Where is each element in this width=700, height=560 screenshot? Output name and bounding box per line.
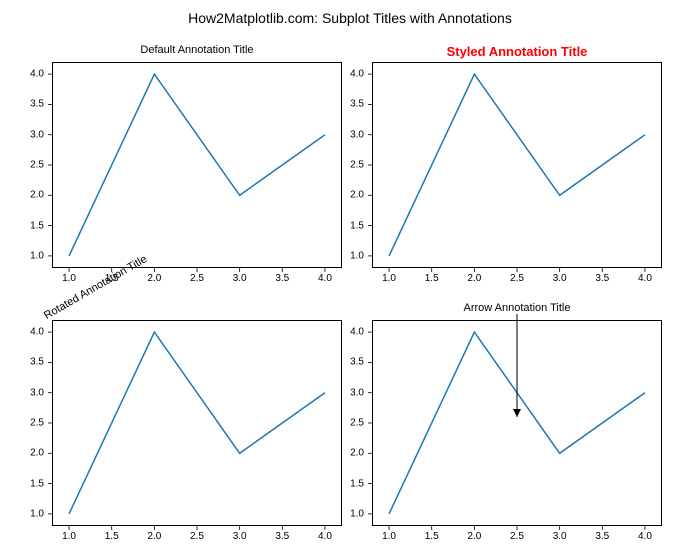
xtick-label: 2.5 [190, 531, 204, 542]
xtick-label: 2.0 [147, 531, 161, 542]
ytick-label: 3.5 [350, 99, 364, 110]
ytick-label: 2.5 [30, 418, 44, 429]
subplot-title-arrow: Arrow Annotation Title [372, 302, 662, 314]
ytick-label: 3.5 [30, 357, 44, 368]
ytick-label: 4.0 [350, 327, 364, 338]
ytick-label: 3.0 [350, 129, 364, 140]
subplot-top-right: Styled Annotation Title 1.01.52.02.53.03… [372, 62, 662, 268]
xtick-label: 3.5 [595, 531, 609, 542]
xtick-label: 4.0 [638, 273, 652, 284]
xtick-label: 3.0 [233, 531, 247, 542]
subplot-top-left: Default Annotation Title 1.01.52.02.53.0… [52, 62, 342, 268]
xtick-label: 2.0 [147, 273, 161, 284]
subplot-bottom-left: Rotated Annotation Title 1.01.52.02.53.0… [52, 320, 342, 526]
xtick-label: 2.5 [510, 531, 524, 542]
figure-suptitle: How2Matplotlib.com: Subplot Titles with … [0, 10, 700, 26]
xtick-label: 2.5 [510, 273, 524, 284]
ytick-label: 4.0 [30, 69, 44, 80]
ytick-label: 1.5 [30, 220, 44, 231]
xtick-label: 1.0 [62, 273, 76, 284]
xtick-label: 4.0 [638, 531, 652, 542]
ytick-label: 1.0 [30, 250, 44, 261]
line-series [69, 332, 325, 514]
xtick-label: 1.0 [382, 531, 396, 542]
xtick-label: 4.0 [318, 531, 332, 542]
xtick-label: 1.5 [425, 273, 439, 284]
xtick-label: 3.0 [553, 531, 567, 542]
ytick-label: 4.0 [30, 327, 44, 338]
plot-svg [52, 320, 342, 526]
xtick-label: 2.0 [467, 531, 481, 542]
xtick-label: 4.0 [318, 273, 332, 284]
ytick-label: 4.0 [350, 69, 364, 80]
xtick-label: 2.0 [467, 273, 481, 284]
xtick-label: 1.0 [382, 273, 396, 284]
ytick-label: 1.0 [350, 508, 364, 519]
ytick-label: 3.0 [30, 387, 44, 398]
figure: How2Matplotlib.com: Subplot Titles with … [0, 0, 700, 560]
ytick-label: 2.5 [350, 160, 364, 171]
xtick-label: 1.5 [105, 531, 119, 542]
ytick-label: 2.5 [30, 160, 44, 171]
ytick-label: 3.5 [30, 99, 44, 110]
ytick-label: 1.5 [350, 220, 364, 231]
line-series [389, 74, 645, 256]
xtick-label: 2.5 [190, 273, 204, 284]
plot-svg [372, 320, 662, 526]
line-series [69, 74, 325, 256]
ytick-label: 1.5 [350, 478, 364, 489]
ytick-label: 1.0 [30, 508, 44, 519]
subplot-title-styled: Styled Annotation Title [372, 44, 662, 59]
ytick-label: 2.0 [30, 448, 44, 459]
subplot-title-default: Default Annotation Title [52, 44, 342, 56]
xtick-label: 1.0 [62, 531, 76, 542]
ytick-label: 1.0 [350, 250, 364, 261]
ytick-label: 3.5 [350, 357, 364, 368]
xtick-label: 3.5 [595, 273, 609, 284]
ytick-label: 3.0 [30, 129, 44, 140]
ytick-label: 2.0 [30, 190, 44, 201]
xtick-label: 3.5 [275, 531, 289, 542]
xtick-label: 1.5 [425, 531, 439, 542]
ytick-label: 2.0 [350, 190, 364, 201]
ytick-label: 2.5 [350, 418, 364, 429]
xtick-label: 3.0 [553, 273, 567, 284]
plot-svg [52, 62, 342, 268]
ytick-label: 2.0 [350, 448, 364, 459]
ytick-label: 3.0 [350, 387, 364, 398]
xtick-label: 3.5 [275, 273, 289, 284]
ytick-label: 1.5 [30, 478, 44, 489]
annotation-arrow-head [513, 409, 521, 417]
xtick-label: 3.0 [233, 273, 247, 284]
plot-svg [372, 62, 662, 268]
subplot-bottom-right: Arrow Annotation Title 1.01.52.02.53.03.… [372, 320, 662, 526]
